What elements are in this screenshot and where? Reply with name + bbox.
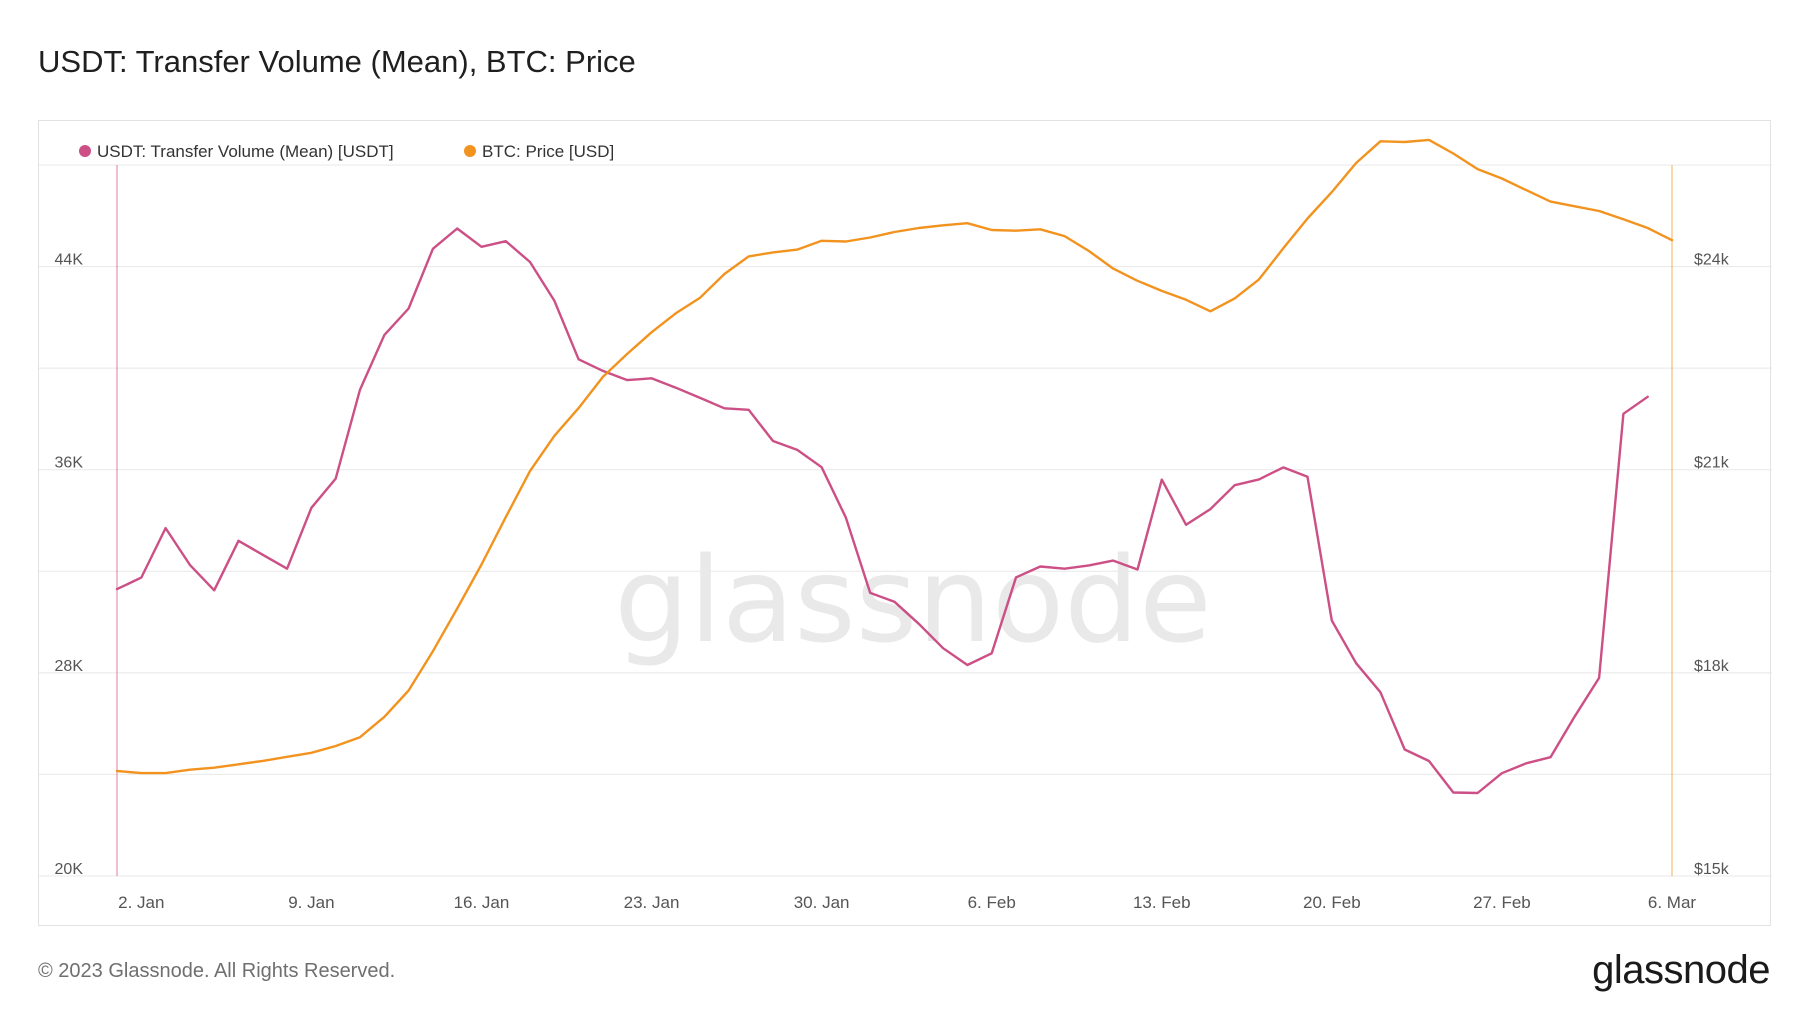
page-title: USDT: Transfer Volume (Mean), BTC: Price <box>38 44 636 79</box>
legend-marker <box>79 145 91 157</box>
x-tick-label: 6. Feb <box>968 893 1016 912</box>
legend-label[interactable]: USDT: Transfer Volume (Mean) [USDT] <box>97 142 394 161</box>
usdt-transfer-volume-line <box>115 227 1649 795</box>
x-tick-label: 23. Jan <box>624 893 680 912</box>
right-tick-label: $21k <box>1694 455 1730 472</box>
x-tick-label: 13. Feb <box>1133 893 1191 912</box>
x-tick-label: 20. Feb <box>1303 893 1361 912</box>
right-tick-label: $18k <box>1694 658 1730 675</box>
left-axis-ticks: 20K 28K 36K 44K <box>55 252 84 878</box>
footer-copyright: © 2023 Glassnode. All Rights Reserved. <box>38 960 396 982</box>
x-tick-label: 27. Feb <box>1473 893 1531 912</box>
x-tick-label: 16. Jan <box>454 893 510 912</box>
right-tick-label: $15k <box>1694 861 1730 878</box>
series-layer <box>115 138 1674 795</box>
footer-logo: glassnode <box>1592 948 1770 992</box>
x-tick-label: 6. Mar <box>1648 893 1697 912</box>
btc-price-line <box>115 138 1674 775</box>
legend-marker <box>464 145 476 157</box>
x-tick-label: 2. Jan <box>118 893 164 912</box>
legend-label[interactable]: BTC: Price [USD] <box>482 142 614 161</box>
left-tick-label: 28K <box>55 658 84 675</box>
left-tick-label: 36K <box>55 455 84 472</box>
watermark: glassnode <box>614 531 1211 669</box>
left-tick-label: 20K <box>55 861 84 878</box>
chart-frame: glassnode 20K 28K 36K 44K $15k $18k $21k $24k … <box>38 120 1772 926</box>
legend: USDT: Transfer Volume (Mean) [USDT] BTC: … <box>79 142 614 161</box>
x-tick-label: 30. Jan <box>794 893 850 912</box>
x-axis-ticks: 2. Jan 9. Jan 16. Jan 23. Jan 30. Jan 6. Feb 1… <box>118 893 1696 912</box>
x-tick-label: 9. Jan <box>288 893 334 912</box>
right-axis-ticks: $15k $18k $21k $24k <box>1694 252 1730 878</box>
left-tick-label: 44K <box>55 252 84 269</box>
grid-layer <box>39 164 1772 877</box>
right-tick-label: $24k <box>1694 252 1730 269</box>
